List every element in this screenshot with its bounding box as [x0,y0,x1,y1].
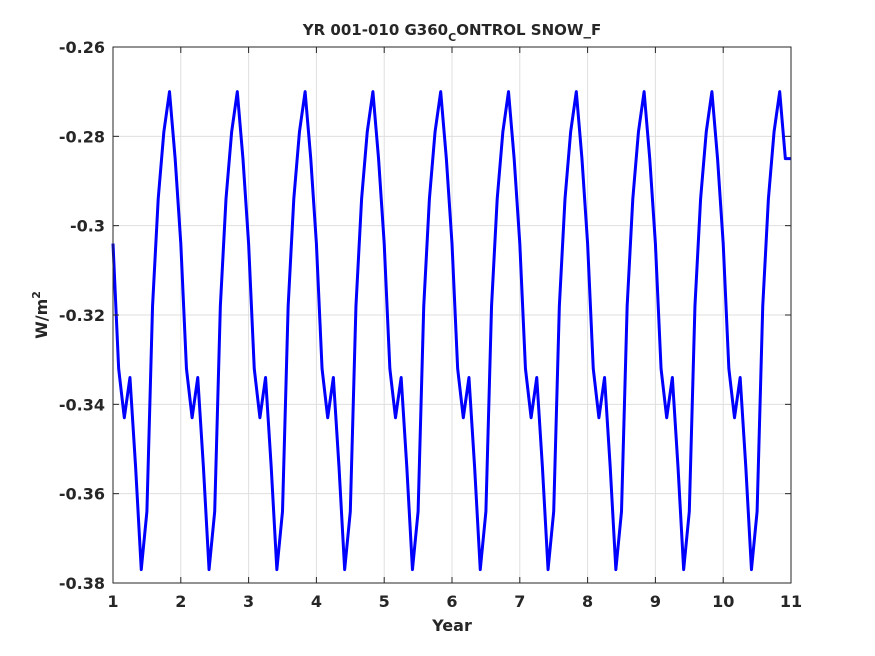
y-axis-label: W/m2 [30,291,51,339]
y-tick-label: -0.38 [59,574,105,593]
x-tick-label: 1 [107,592,118,611]
axis-ticks [112,46,792,584]
y-axis-label-superscript: 2 [30,291,43,299]
title-subscript: C [448,31,456,44]
x-tick-label: 3 [243,592,254,611]
x-tick-label: 9 [650,592,661,611]
y-tick-label: -0.26 [59,38,105,57]
y-tick-label: -0.32 [59,306,105,325]
title-main: YR 001-010 G360 [302,21,448,39]
y-tick-label: -0.34 [59,395,105,414]
chart-title: YR 001-010 G360CONTROL SNOW_F [302,21,601,44]
title-rest: ONTROL SNOW_F [456,21,601,39]
x-tick-label: 7 [514,592,525,611]
y-tick-label: -0.3 [70,217,105,236]
x-tick-labels: 1 2 3 4 5 6 7 8 9 10 11 [107,592,802,611]
x-tick-label: 6 [446,592,457,611]
x-tick-label: 8 [582,592,593,611]
x-tick-label: 4 [311,592,322,611]
x-axis-label: Year [431,616,472,635]
x-tick-label: 5 [379,592,390,611]
x-tick-label: 2 [175,592,186,611]
y-axis-label-base: W/m [32,299,51,339]
y-tick-labels: -0.26 -0.28 -0.3 -0.32 -0.34 -0.36 -0.38 [59,38,105,593]
y-tick-label: -0.36 [59,485,105,504]
series-line [111,90,791,572]
x-tick-label: 11 [780,592,802,611]
y-tick-label: -0.28 [59,127,105,146]
x-tick-label: 10 [712,592,734,611]
